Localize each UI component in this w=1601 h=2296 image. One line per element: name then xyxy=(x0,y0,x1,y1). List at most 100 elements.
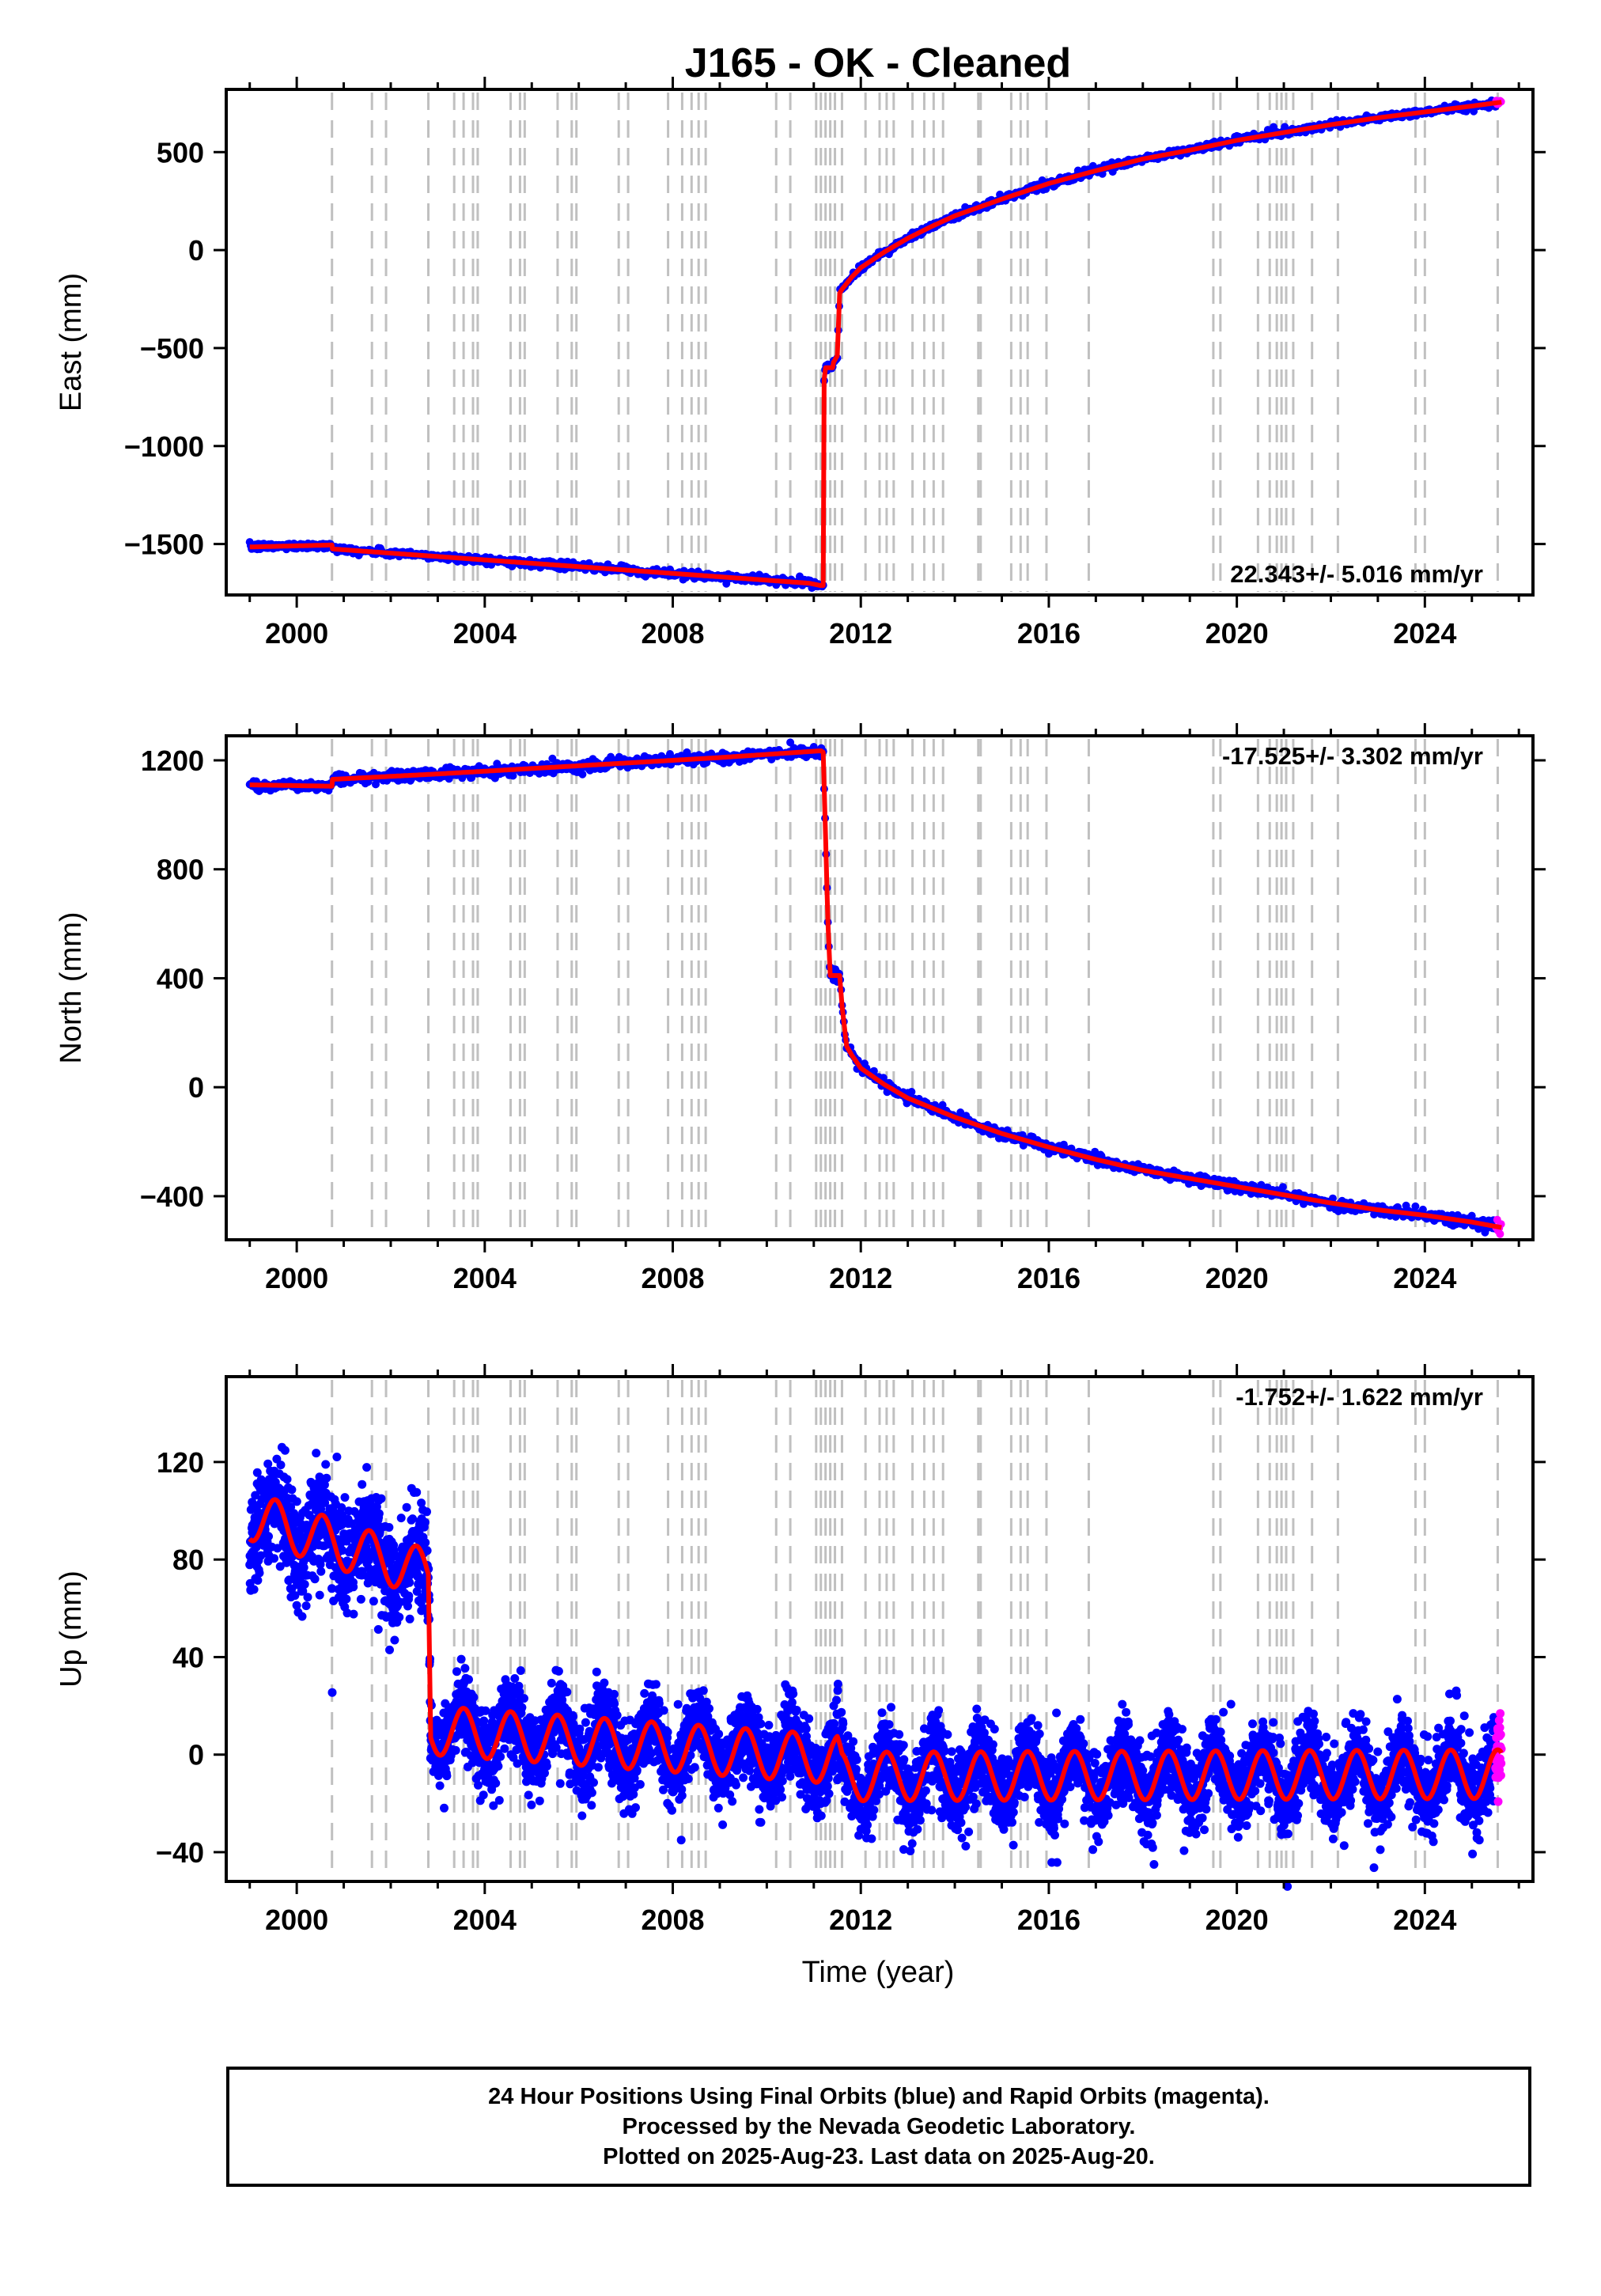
final-orbit-point xyxy=(516,1666,525,1675)
final-orbit-point xyxy=(358,1480,367,1489)
x-tick-label: 2024 xyxy=(1393,617,1456,650)
panel-north: 2000 2004 2008 2012 2016 2020 202412008004000−… xyxy=(55,723,1546,1294)
y-tick-label: 1200 xyxy=(141,744,204,777)
final-orbit-point xyxy=(312,1449,321,1458)
final-orbit-point xyxy=(578,770,587,779)
final-orbit-point xyxy=(581,1718,590,1727)
final-orbit-point xyxy=(300,1580,309,1589)
final-orbit-point xyxy=(592,1667,601,1677)
final-orbit-point xyxy=(287,1485,297,1495)
north-model-line xyxy=(248,748,1504,1230)
final-orbit-point xyxy=(280,1445,290,1455)
y-tick-label: 800 xyxy=(157,854,204,886)
final-orbit-point xyxy=(440,1803,449,1813)
final-orbit-point xyxy=(405,1578,414,1587)
final-orbit-point xyxy=(474,1780,483,1790)
final-orbit-point xyxy=(460,1664,470,1673)
final-orbit-point xyxy=(315,1590,324,1600)
x-tick-label: 2000 xyxy=(265,617,328,650)
final-orbit-point xyxy=(369,1597,378,1606)
final-orbit-point xyxy=(316,1567,326,1576)
x-tick-label: 2020 xyxy=(1205,1262,1269,1294)
final-orbit-point xyxy=(270,1554,278,1563)
y-tick-label: 0 xyxy=(188,234,204,267)
x-tick-label: 2016 xyxy=(1017,617,1081,650)
final-orbit-point xyxy=(555,1779,565,1788)
y-tick-label: −1500 xyxy=(124,529,204,561)
final-orbit-point xyxy=(663,1727,672,1737)
x-tick-label: 2012 xyxy=(829,1262,892,1294)
final-orbit-point xyxy=(385,1645,394,1654)
final-orbit-point xyxy=(340,1493,350,1502)
panels: 2000 2004 2008 2012 2016 2020 20245000−500−100… xyxy=(55,77,1546,1936)
final-orbit-point xyxy=(301,1601,311,1611)
final-orbit-point xyxy=(575,1724,585,1733)
x-tick-label: 2004 xyxy=(453,617,517,650)
east-y-axis-label: East (mm) xyxy=(55,273,88,411)
final-orbit-point xyxy=(479,1790,488,1800)
north-data-points xyxy=(245,738,1505,1238)
final-orbit-point xyxy=(395,1612,404,1622)
final-orbit-point xyxy=(659,1706,668,1715)
x-tick-label: 2024 xyxy=(1393,1262,1456,1294)
final-orbit-point xyxy=(907,1088,916,1096)
final-orbit-point xyxy=(405,1614,414,1623)
final-orbit-point xyxy=(396,1514,406,1523)
final-orbit-point xyxy=(374,1509,384,1518)
up-data-points xyxy=(245,1442,1506,1891)
y-tick-label: −400 xyxy=(140,1180,204,1213)
final-orbit-point xyxy=(631,1803,640,1813)
final-orbit-point xyxy=(469,1692,479,1702)
final-orbit-point xyxy=(554,1666,563,1676)
final-orbit-point xyxy=(494,1761,503,1771)
east-offset-lines xyxy=(331,93,1499,592)
x-tick-label: 2008 xyxy=(641,617,704,650)
final-orbit-point xyxy=(253,1576,263,1585)
x-tick-label: 2020 xyxy=(1205,617,1269,650)
x-tick-label: 2008 xyxy=(641,1262,704,1294)
chart-title: J165 - OK - Cleaned xyxy=(685,40,1071,86)
y-tick-label: 500 xyxy=(157,136,204,169)
final-orbit-point xyxy=(1278,1183,1287,1192)
x-tick-label: 2012 xyxy=(829,617,892,650)
east-velocity-label: 22.343+/- 5.016 mm/yr xyxy=(1230,560,1483,588)
final-orbit-point xyxy=(535,1796,544,1805)
east-model-line xyxy=(248,100,1504,589)
final-orbit-point xyxy=(494,1796,504,1805)
final-orbit-point xyxy=(527,1800,536,1809)
final-orbit-point xyxy=(332,1453,342,1461)
final-orbit-point xyxy=(589,1778,598,1787)
final-orbit-point xyxy=(377,1494,386,1503)
final-orbit-point xyxy=(282,1475,292,1484)
final-orbit-point xyxy=(500,1744,509,1753)
final-orbit-point xyxy=(435,1781,445,1790)
final-orbit-point xyxy=(510,1674,520,1683)
final-orbit-point xyxy=(408,1514,418,1524)
north-velocity-label: -17.525+/- 3.302 mm/yr xyxy=(1222,742,1483,770)
final-orbit-point xyxy=(384,1523,394,1532)
final-orbit-point xyxy=(547,1678,556,1688)
final-orbit-point xyxy=(373,1625,383,1634)
final-orbit-point xyxy=(349,1582,358,1592)
final-orbit-point xyxy=(651,1680,660,1689)
final-orbit-point xyxy=(569,1712,578,1721)
final-orbit-point xyxy=(464,1675,473,1684)
final-orbit-point xyxy=(421,1538,430,1548)
final-orbit-point xyxy=(310,1574,320,1584)
final-orbit-point xyxy=(362,1463,372,1472)
final-orbit-point xyxy=(276,1461,286,1470)
final-orbit-point xyxy=(412,1487,422,1497)
final-orbit-point xyxy=(610,1689,619,1699)
final-orbit-point xyxy=(496,1752,505,1761)
x-tick-label: 2004 xyxy=(453,1262,517,1294)
y-tick-label: 400 xyxy=(157,962,204,995)
final-orbit-point xyxy=(635,1779,645,1789)
final-orbit-point xyxy=(587,1801,596,1810)
final-orbit-point xyxy=(299,1563,308,1572)
x-tick-label: 2016 xyxy=(1017,1262,1081,1294)
final-orbit-point xyxy=(422,1507,431,1517)
final-orbit-point xyxy=(452,1667,461,1677)
final-orbit-point xyxy=(297,1612,307,1621)
final-orbit-point xyxy=(524,1790,533,1800)
